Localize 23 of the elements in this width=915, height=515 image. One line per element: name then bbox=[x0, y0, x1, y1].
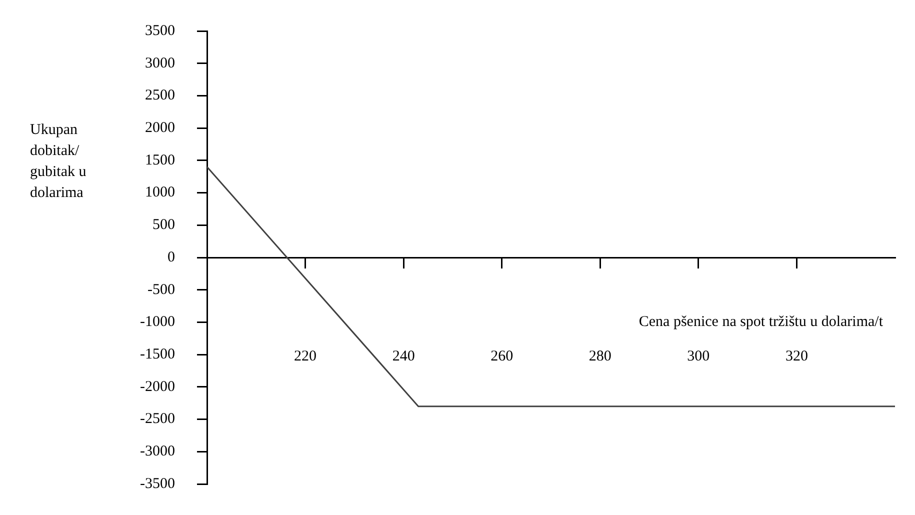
y-tick-label: -3000 bbox=[140, 444, 175, 460]
x-tick-label: 280 bbox=[588, 348, 612, 364]
y-tick-label: -1000 bbox=[140, 314, 175, 330]
y-tick-label: 500 bbox=[152, 217, 175, 234]
y-tick-label: -3500 bbox=[140, 476, 175, 492]
y-axis-title: Ukupan dobitak/ gubitak u dolarima bbox=[30, 121, 88, 203]
x-tick-label: 220 bbox=[294, 348, 317, 364]
x-tick-label: 320 bbox=[785, 348, 808, 364]
x-tick-label: 300 bbox=[687, 348, 710, 364]
y-tick-label: 1500 bbox=[145, 152, 175, 168]
y-tick-label: -500 bbox=[148, 282, 175, 298]
y-tick-label: 2500 bbox=[145, 88, 175, 104]
y-tick-label: 1000 bbox=[145, 184, 175, 201]
x-tick-label: 260 bbox=[490, 348, 514, 364]
y-tick-label: 2000 bbox=[145, 120, 175, 136]
y-tick-label: 3000 bbox=[145, 55, 175, 72]
y-tick-label: -1500 bbox=[140, 346, 175, 363]
y-tick-label: 3500 bbox=[145, 22, 175, 39]
y-tick-label: 0 bbox=[168, 249, 175, 266]
y-tick-label: -2500 bbox=[140, 411, 175, 428]
x-tick-label: 240 bbox=[392, 348, 415, 364]
x-axis-title: Cena pšenice na spot tržištu u dolarima/t bbox=[638, 314, 884, 330]
y-tick-label: -2000 bbox=[140, 378, 175, 395]
